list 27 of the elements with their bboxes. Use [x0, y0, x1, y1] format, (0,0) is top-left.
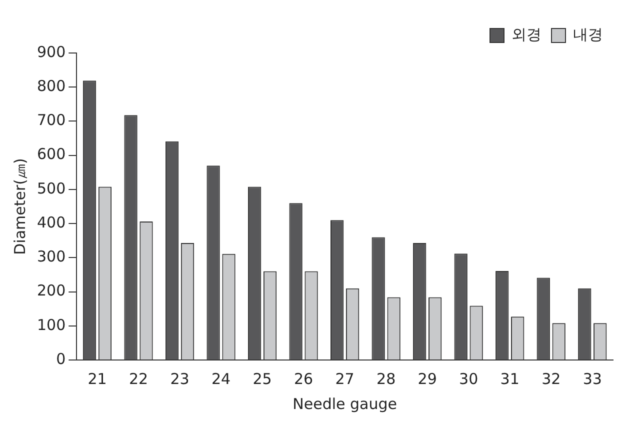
y-tick-label: 200 [36, 282, 66, 300]
y-tick-label: 100 [36, 316, 66, 334]
x-tick-label: 24 [211, 370, 231, 388]
x-tick-label: 26 [294, 370, 314, 388]
y-tick-label: 800 [36, 77, 66, 95]
x-tick-label: 29 [418, 370, 437, 388]
x-tick-label: 30 [459, 370, 478, 388]
legend-label: 외경 [512, 25, 542, 44]
x-tick-label: 28 [376, 370, 396, 388]
x-tick-label: 33 [582, 370, 602, 388]
x-tick-label: 25 [252, 370, 272, 388]
y-tick-label: 600 [36, 145, 66, 164]
y-axis-title: Diameter(㎛) [10, 158, 29, 255]
x-tick-label: 31 [500, 370, 520, 388]
x-tick-label: 27 [335, 370, 354, 388]
y-tick-label: 500 [36, 179, 66, 198]
x-tick-label: 21 [88, 370, 107, 388]
y-tick-label: 400 [36, 213, 66, 232]
x-tick-label: 32 [542, 370, 561, 388]
y-tick-label: 700 [36, 111, 66, 130]
y-tick-label: 0 [56, 350, 66, 368]
y-tick-label: 300 [36, 248, 66, 266]
y-tick-label: 900 [36, 42, 66, 61]
x-tick-label: 22 [128, 370, 148, 388]
legend-label: 내경 [573, 25, 603, 44]
x-axis-title: Needle gauge [292, 394, 397, 413]
x-tick-label: 23 [170, 370, 190, 388]
